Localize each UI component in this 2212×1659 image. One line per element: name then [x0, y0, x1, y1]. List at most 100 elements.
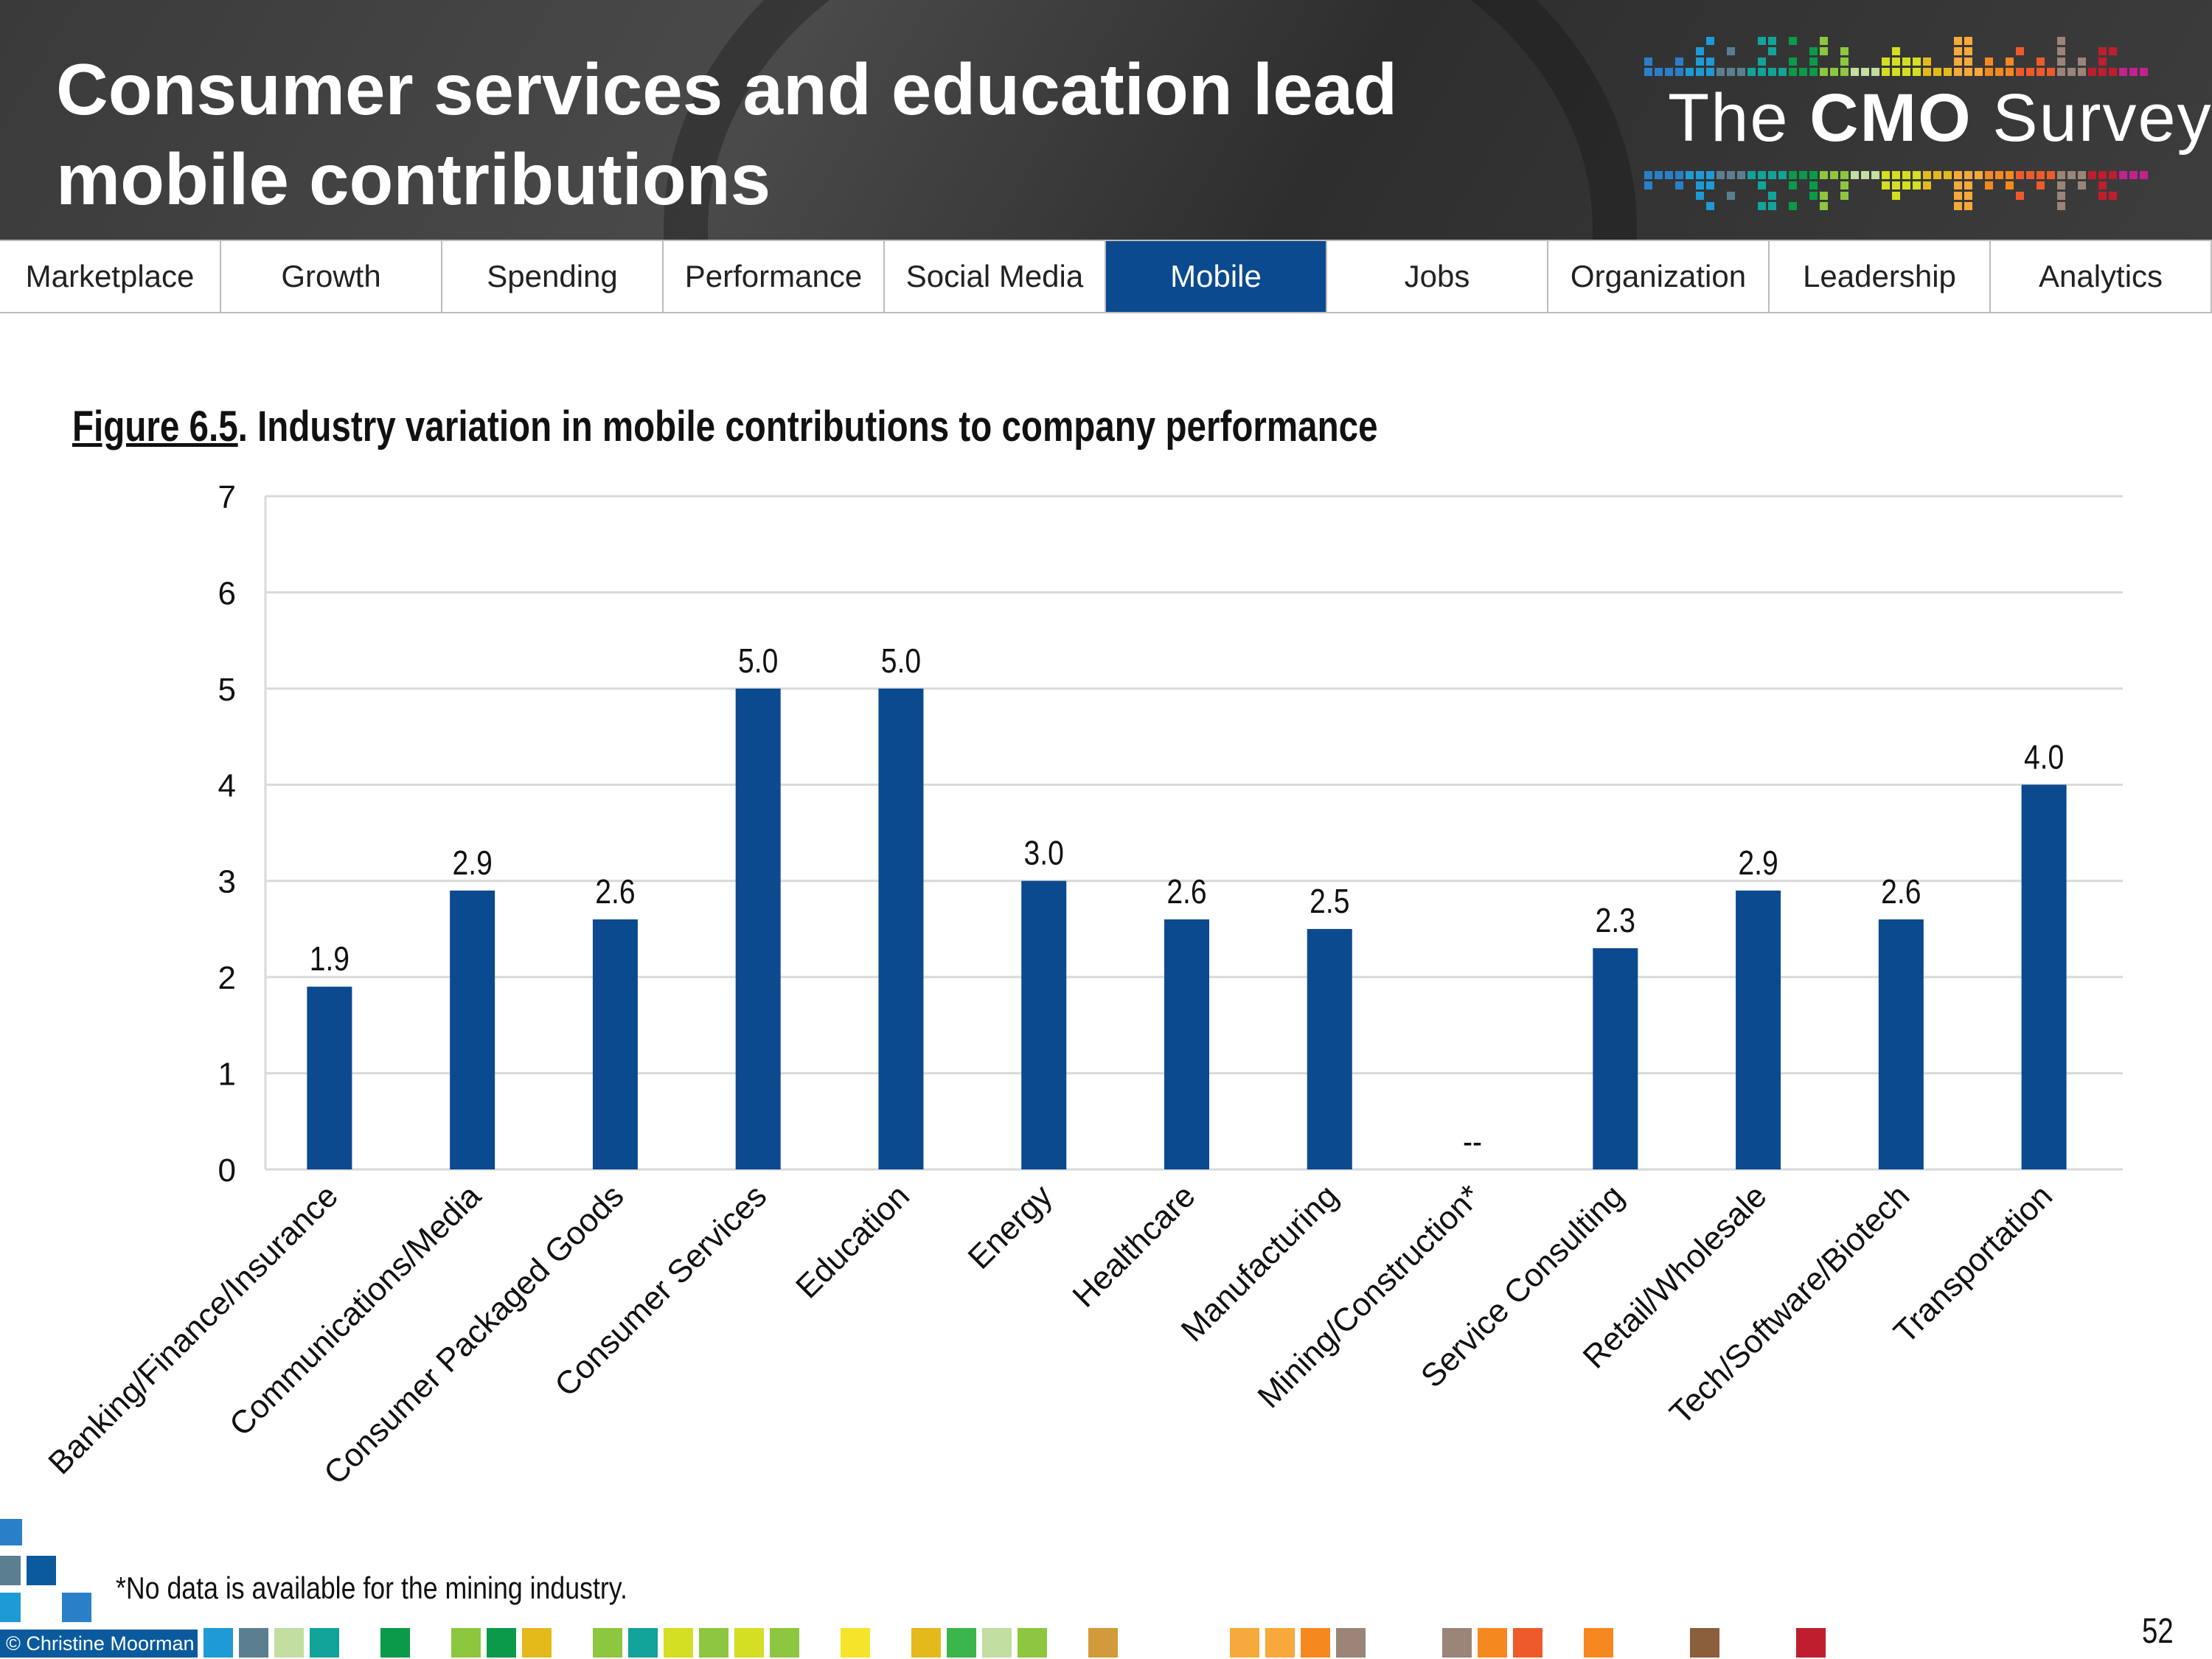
logo-pixel: [1675, 58, 1683, 66]
logo-pixel: [1768, 68, 1776, 76]
tab-organization[interactable]: Organization: [1548, 241, 1770, 312]
logo-pixel: [1665, 68, 1673, 76]
logo-pixel: [1789, 181, 1797, 189]
data-label: 2.6: [595, 873, 635, 911]
tab-spending[interactable]: Spending: [442, 241, 664, 312]
logo-pixel: [1902, 181, 1910, 189]
tab-social-media[interactable]: Social Media: [885, 241, 1106, 312]
logo-pixel: [1696, 68, 1704, 76]
page-number: 52: [2142, 1612, 2174, 1651]
logo-pixel: [2140, 171, 2148, 179]
logo-pixel: [1944, 68, 1952, 76]
logo-pixel: [1809, 47, 1818, 55]
section-nav: Marketplace Growth Spending Performance …: [0, 240, 2212, 313]
logo-pixel: [1644, 181, 1652, 189]
logo-pixel: [1696, 171, 1704, 179]
cmo-survey-logo: The CMO Survey: [1668, 80, 2212, 157]
tab-performance[interactable]: Performance: [664, 241, 885, 312]
tab-analytics[interactable]: Analytics: [1991, 241, 2212, 312]
x-tick-label: Energy: [961, 1178, 1060, 1276]
logo-pixel: [1975, 68, 1983, 76]
logo-pixel: [2057, 171, 2065, 179]
logo-pixel: [2109, 68, 2117, 76]
logo-pixel: [2067, 68, 2076, 76]
x-tick-label: Banking/Finance/Insurance: [41, 1178, 345, 1481]
logo-pixel: [1995, 171, 2003, 179]
logo-pixel: [2026, 171, 2034, 179]
logo-pixel: [2109, 171, 2117, 179]
logo-pixel: [1799, 171, 1807, 179]
data-label: 2.6: [1166, 873, 1206, 911]
logo-pixel: [1675, 68, 1683, 76]
logo-pixel: [2078, 181, 2086, 189]
logo-pixel: [1964, 68, 1972, 76]
logo-pixel: [1820, 202, 1828, 210]
logo-pixel: [1892, 181, 1900, 189]
logo-pixel: [1758, 171, 1766, 179]
y-tick-label: 3: [218, 864, 236, 900]
logo-pixel: [1913, 58, 1921, 66]
logo-pixel: [1964, 171, 1972, 179]
logo-pixel: [1840, 47, 1848, 55]
logo-pixel: [1913, 171, 1921, 179]
logo-pixel: [1882, 171, 1890, 179]
logo-pixel: [1985, 171, 1993, 179]
logo-pixel: [1758, 68, 1766, 76]
logo-pixel: [1778, 171, 1787, 179]
logo-pixel: [1809, 181, 1818, 189]
data-label: 2.9: [452, 844, 492, 883]
y-tick-label: 1: [218, 1057, 236, 1093]
logo-pixel: [1933, 171, 1941, 179]
logo-pixel: [2057, 192, 2065, 200]
logo-pixel: [2057, 181, 2065, 189]
x-tick-label: Consumer Packaged Goods: [317, 1178, 631, 1492]
logo-pixel: [1954, 192, 1962, 200]
logo-pixel: [1789, 202, 1797, 210]
logo-pixel: [1820, 192, 1828, 200]
logo-pixel: [2016, 171, 2024, 179]
logo-pixel: [1882, 58, 1890, 66]
logo-pixel: [1706, 58, 1714, 66]
logo-pixel: [2006, 181, 2014, 189]
logo-pixel: [1954, 68, 1962, 76]
logo-pixel: [1789, 58, 1797, 66]
logo-pixel: [2119, 68, 2127, 76]
x-tick-label: Education: [789, 1178, 917, 1305]
logo-pixel: [1933, 68, 1941, 76]
logo-pixel: [1861, 68, 1869, 76]
logo-pixel: [2057, 202, 2065, 210]
logo-pixel: [1851, 68, 1859, 76]
logo-pixel: [1696, 58, 1704, 66]
logo-pixel: [2006, 58, 2014, 66]
logo-pixel: [1964, 58, 1972, 66]
logo-pixel: [1727, 192, 1735, 200]
logo-pixel: [1644, 171, 1652, 179]
logo-pixel: [1985, 181, 1993, 189]
logo-pixel: [2057, 68, 2065, 76]
tab-leadership[interactable]: Leadership: [1770, 241, 1991, 312]
logo-pixel: [1644, 58, 1652, 66]
logo-pixel: [1809, 171, 1818, 179]
logo-pixel: [1686, 68, 1694, 76]
tab-jobs[interactable]: Jobs: [1327, 241, 1548, 312]
tab-mobile[interactable]: Mobile: [1106, 241, 1327, 312]
logo-pixel: [2047, 171, 2055, 179]
logo-pixel: [1923, 68, 1931, 76]
logo-pixel: [1954, 37, 1962, 45]
logo-pixel: [1696, 181, 1704, 189]
y-tick-label: 2: [218, 960, 236, 996]
logo-cmo: CMO: [1809, 80, 1972, 156]
logo-pixel: [2016, 47, 2024, 55]
logo-pixel: [1964, 47, 1972, 55]
logo-pixel: [1913, 181, 1921, 189]
logo-pixel: [2129, 68, 2138, 76]
tab-growth[interactable]: Growth: [221, 241, 442, 312]
logo-pixel: [1820, 171, 1828, 179]
logo-pixel: [2119, 171, 2127, 179]
logo-pixel: [1768, 202, 1776, 210]
logo-pixel: [2006, 68, 2014, 76]
data-label: 4.0: [2024, 738, 2064, 776]
logo-pixel: [1706, 171, 1714, 179]
tab-marketplace[interactable]: Marketplace: [0, 241, 221, 312]
